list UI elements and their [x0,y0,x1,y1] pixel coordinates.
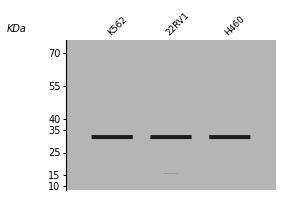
FancyBboxPatch shape [92,135,133,139]
Text: K562: K562 [106,14,128,37]
Bar [164,173,178,174]
FancyBboxPatch shape [150,135,192,139]
Text: 22RV1: 22RV1 [165,10,191,37]
FancyBboxPatch shape [209,135,250,139]
Text: KDa: KDa [7,24,27,34]
Text: H460: H460 [224,14,247,37]
